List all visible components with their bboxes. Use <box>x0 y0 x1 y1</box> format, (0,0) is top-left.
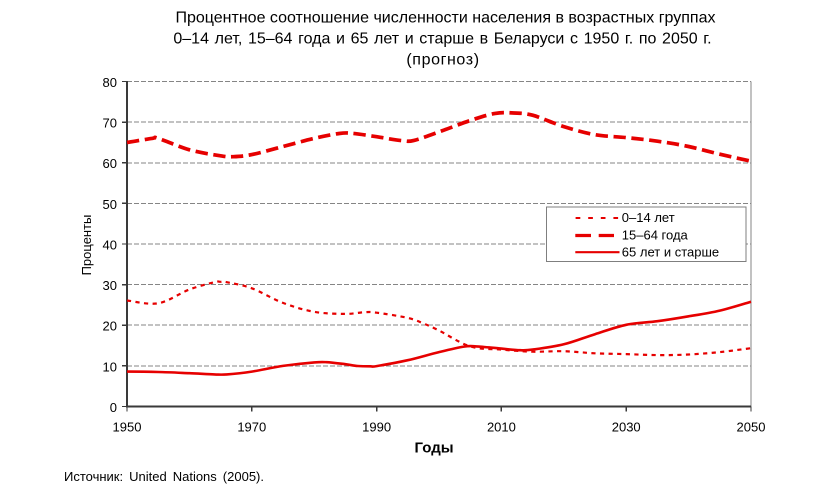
svg-text:40: 40 <box>103 237 117 252</box>
svg-text:30: 30 <box>103 278 117 293</box>
svg-text:2030: 2030 <box>612 420 641 435</box>
svg-text:1990: 1990 <box>362 420 391 435</box>
svg-text:2050: 2050 <box>737 420 766 435</box>
svg-text:2010: 2010 <box>487 420 516 435</box>
svg-text:1950: 1950 <box>113 420 142 435</box>
svg-text:0–14 лет: 0–14 лет <box>622 210 675 225</box>
svg-text:60: 60 <box>103 156 117 171</box>
svg-text:0–14 лет, 15–64 года и 65 лет: 0–14 лет, 15–64 года и 65 лет и старше в… <box>173 31 711 48</box>
svg-text:80: 80 <box>103 75 117 90</box>
svg-text:Процентное соотношение численн: Процентное соотношение численности насел… <box>176 10 716 27</box>
svg-text:10: 10 <box>103 359 117 374</box>
svg-text:1970: 1970 <box>237 420 266 435</box>
svg-text:Проценты: Проценты <box>79 215 94 276</box>
svg-text:0: 0 <box>110 400 117 415</box>
svg-text:Годы: Годы <box>414 440 453 457</box>
svg-text:20: 20 <box>103 319 117 334</box>
svg-text:Источник: United Nations (2005: Источник: United Nations (2005). <box>64 469 264 484</box>
svg-text:50: 50 <box>103 197 117 212</box>
svg-text:65 лет и старше: 65 лет и старше <box>622 244 719 259</box>
svg-text:15–64 года: 15–64 года <box>622 227 689 242</box>
svg-text:(прогноз): (прогноз) <box>406 52 479 69</box>
svg-text:70: 70 <box>103 116 117 131</box>
